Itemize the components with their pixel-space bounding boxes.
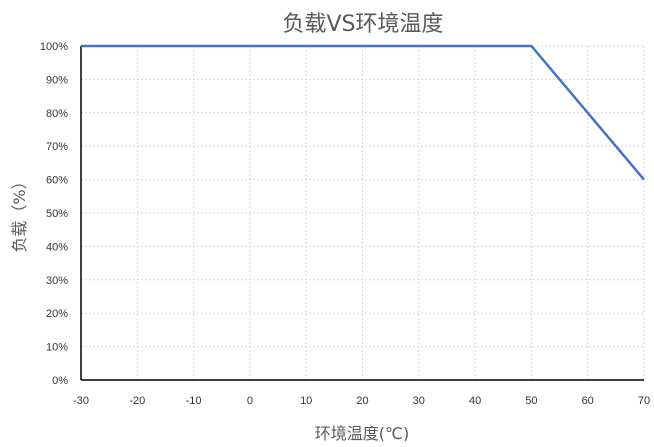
x-tick-label: 0: [247, 395, 253, 407]
series-layer: [81, 44, 645, 181]
x-tick-label: -20: [129, 395, 145, 407]
x-tick-label: 60: [582, 395, 594, 407]
y-tick-label: 60%: [46, 175, 68, 187]
y-tick-label: 80%: [46, 108, 68, 120]
series-line: [81, 44, 645, 181]
y-tick-label: 10%: [46, 342, 68, 354]
gridlines: [81, 45, 645, 380]
y-tick-label: 20%: [46, 308, 68, 320]
x-tick-label: -10: [186, 395, 202, 407]
x-tick-label: 50: [525, 395, 537, 407]
y-tick-label: 30%: [46, 275, 68, 287]
x-tick-label: 70: [638, 395, 650, 407]
y-tick-label: 90%: [46, 74, 68, 86]
y-axis-title: 负载（%）: [10, 173, 29, 252]
x-tick-label: 10: [300, 395, 312, 407]
y-tick-label: 0%: [52, 375, 68, 387]
x-tick-label: -30: [73, 395, 89, 407]
y-tick-label: 100%: [40, 41, 68, 53]
y-tick-label: 70%: [46, 141, 68, 153]
y-tick-label: 50%: [46, 208, 68, 220]
tick-labels: 0% 10% 20% 30% 40% 50% 60% 70% 80% 90% 100% -30 -20 -…: [40, 41, 650, 407]
x-tick-label: 40: [469, 395, 481, 407]
chart-title: 负载VS环境温度: [282, 12, 443, 37]
x-tick-label: 30: [413, 395, 425, 407]
axes: [80, 46, 644, 381]
y-tick-label: 40%: [46, 241, 68, 253]
x-tick-label: 20: [356, 395, 368, 407]
x-axis-title: 环境温度(℃): [315, 424, 409, 443]
